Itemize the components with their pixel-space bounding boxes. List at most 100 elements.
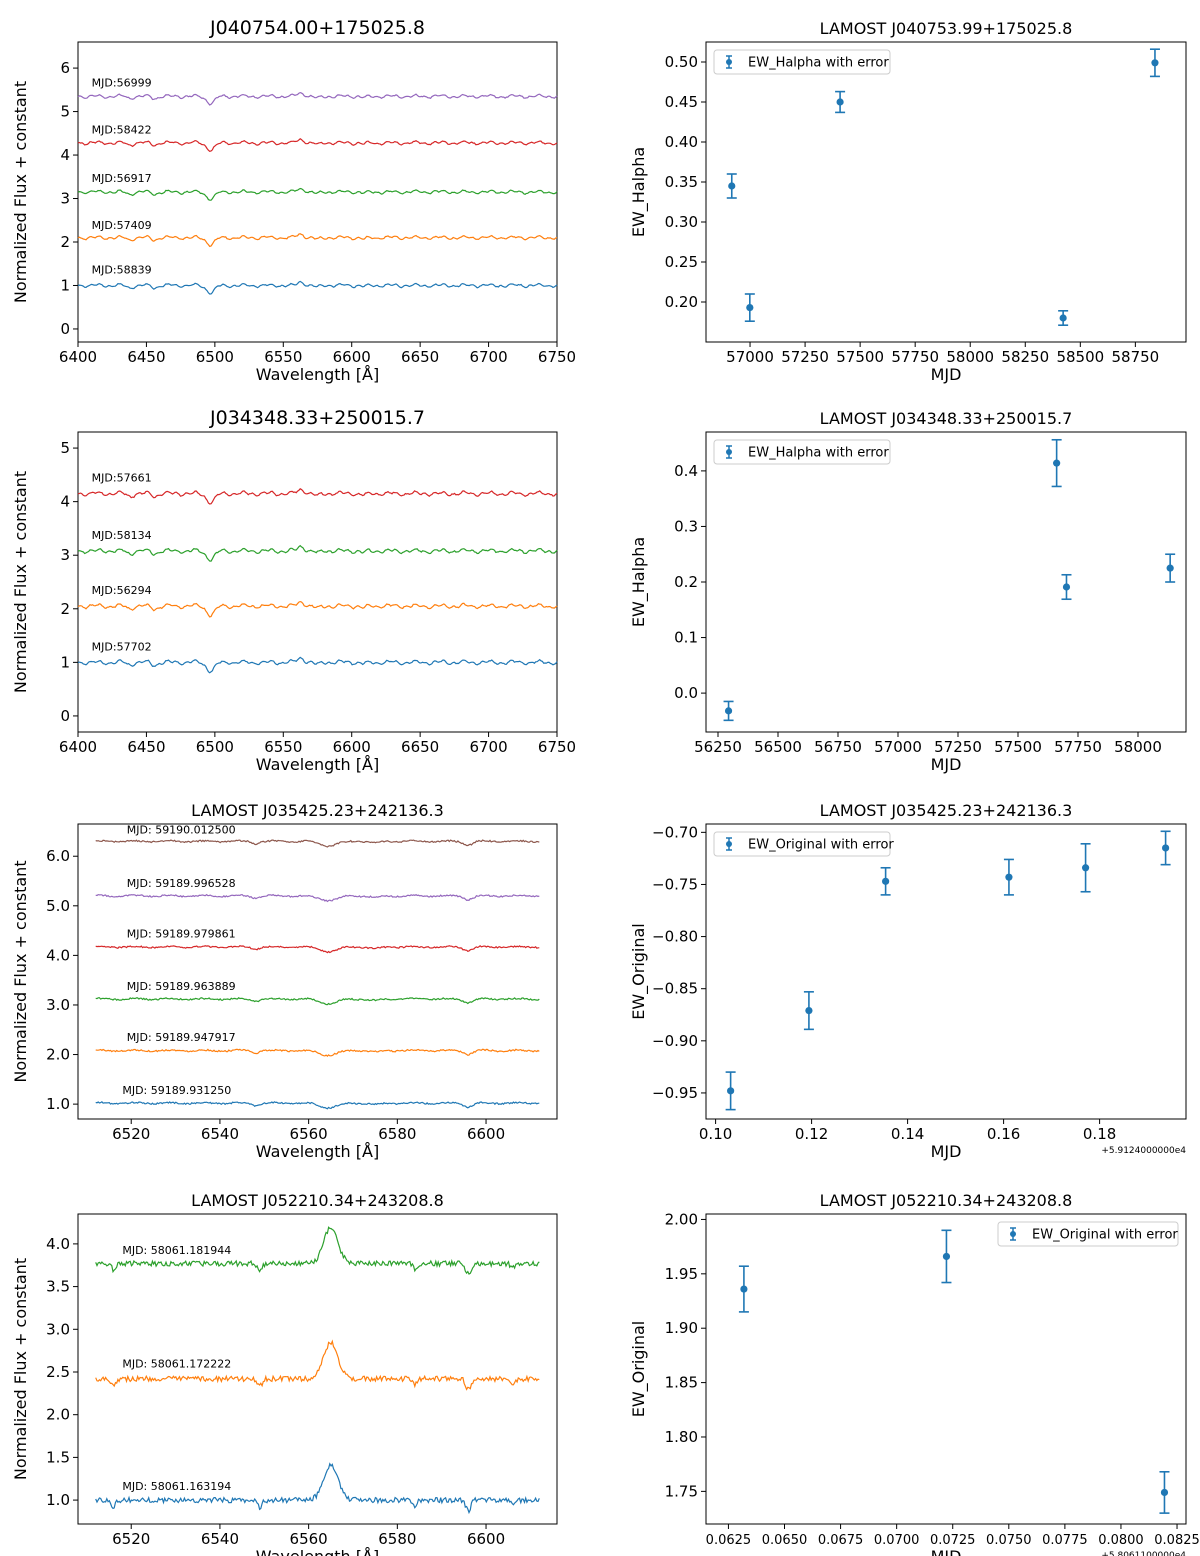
p2-chart: LAMOST J040753.99+175025.8 57000 57250 5750… (629, 19, 1187, 384)
chart-title: LAMOST J035425.23+242136.3 (820, 801, 1073, 820)
legend-marker-icon (726, 449, 732, 455)
x-tick-label: 57250 (934, 738, 982, 756)
spectrum-label: MJD: 58061.181944 (122, 1244, 231, 1257)
x-axis-label: Wavelength [Å] (256, 755, 379, 774)
plot-frame (705, 1213, 1187, 1525)
chart-title: LAMOST J052210.34+243208.8 (820, 1191, 1073, 1210)
y-axis-label: EW_Original (629, 1321, 649, 1418)
y-tick-label: 5 (60, 103, 70, 121)
spectrum-line-2 (95, 1226, 540, 1275)
y-tick-label: 1.0 (46, 1095, 70, 1113)
y-tick-label: 4.0 (46, 1235, 70, 1253)
y-tick-label: 2.00 (665, 1210, 698, 1228)
y-axis-label: Normalized Flux + constant (11, 860, 30, 1082)
x-tick-label: 6600 (333, 348, 371, 366)
y-tick-label: 2.5 (46, 1363, 70, 1381)
plot-frame (705, 41, 1187, 343)
data-point (942, 1252, 951, 1261)
legend-marker-icon (726, 59, 732, 65)
y-tick-label: 1 (60, 653, 70, 671)
y-tick-label: 1.75 (665, 1482, 698, 1500)
y-tick-label: 0.1 (674, 629, 698, 647)
x-tick-label: 57000 (874, 738, 922, 756)
data-point (1053, 459, 1061, 467)
spectrum-line-1 (95, 1048, 540, 1058)
y-tick-label: 0.4 (674, 462, 698, 480)
data-point (836, 98, 844, 106)
y-tick-label: 0.20 (665, 293, 698, 311)
data-point (727, 1087, 735, 1095)
x-tick-label: 0.0800 (1098, 1533, 1144, 1548)
x-tick-label: 6750 (538, 348, 576, 366)
y-tick-label: 0.0 (674, 684, 698, 702)
spectrum-label: MJD: 59189.979861 (127, 928, 236, 941)
x-tick-label: 6540 (201, 1530, 239, 1548)
y-tick-label: 3 (60, 190, 70, 208)
plot-frame (77, 1213, 558, 1525)
spectrum-line-2 (77, 544, 558, 562)
data-point (746, 304, 754, 312)
y-tick-label: 1.5 (46, 1448, 70, 1466)
x-tick-label: 57500 (836, 348, 884, 366)
x-tick-label: 58000 (1114, 738, 1162, 756)
spectrum-label: MJD:57702 (92, 641, 152, 654)
spectrum-label: MJD:58134 (92, 529, 152, 542)
x-offset-text: +5.9124000000e4 (1101, 1146, 1186, 1156)
legend-label: EW_Halpha with error (748, 56, 889, 71)
legend-marker-icon (1010, 1231, 1016, 1237)
y-tick-label: −0.80 (652, 928, 698, 946)
y-tick-label: 0.2 (674, 573, 698, 591)
y-axis-label: Normalized Flux + constant (11, 471, 30, 693)
chart-title: LAMOST J040753.99+175025.8 (820, 19, 1073, 38)
x-tick-label: 58000 (946, 348, 994, 366)
p6-chart: LAMOST J035425.23+242136.3 0.10 0.12 0.14 0.… (629, 801, 1187, 1161)
spectrum-label: MJD: 59189.947917 (127, 1031, 236, 1044)
x-tick-label: 6540 (201, 1125, 239, 1143)
chart-title: J040754.00+175025.8 (209, 17, 425, 39)
spectrum-label: MJD: 58061.172222 (122, 1358, 231, 1371)
y-tick-label: 2.0 (46, 1046, 70, 1064)
y-tick-label: 2.0 (46, 1406, 70, 1424)
x-tick-label: 58500 (1056, 348, 1104, 366)
y-axis-label: EW_Halpha (629, 147, 649, 237)
spectrum-label: MJD:58839 (92, 264, 152, 277)
spectrum-line-3 (77, 488, 558, 505)
data-point (1162, 844, 1170, 852)
x-tick-label: 6580 (378, 1530, 416, 1548)
spectrum-line-0 (77, 280, 558, 295)
x-tick-label: 57750 (891, 348, 939, 366)
data-point (1166, 564, 1174, 572)
y-tick-label: 0.35 (665, 173, 698, 191)
spectrum-line-4 (77, 91, 558, 106)
y-tick-label: 0.25 (665, 253, 698, 271)
y-tick-label: 0.40 (665, 133, 698, 151)
y-tick-label: 4 (60, 146, 70, 164)
x-tick-label: 57000 (726, 348, 774, 366)
x-tick-label: 6520 (112, 1125, 150, 1143)
spectrum-label: MJD: 59189.963889 (127, 980, 236, 993)
x-tick-label: 56250 (694, 738, 742, 756)
p3-chart: J034348.33+250015.7 6400 6450 6500 6550 6600 6… (11, 407, 576, 774)
x-tick-label: 6700 (469, 348, 507, 366)
chart-title: J034348.33+250015.7 (209, 407, 425, 429)
x-tick-label: 6550 (264, 348, 302, 366)
y-tick-label: 0.45 (665, 93, 698, 111)
spectrum-label: MJD: 59190.012500 (127, 823, 236, 836)
y-tick-label: 3.0 (46, 996, 70, 1014)
x-tick-label: 0.0750 (986, 1533, 1032, 1548)
spectrum-line-0 (77, 656, 558, 674)
spectrum-label: MJD:58422 (92, 123, 152, 136)
y-tick-label: −0.85 (652, 980, 698, 998)
data-point (882, 877, 890, 885)
y-tick-label: 1.0 (46, 1491, 70, 1509)
x-axis-label: MJD (931, 1142, 962, 1161)
spectrum-line-0 (95, 1101, 540, 1110)
y-tick-label: 0 (60, 707, 70, 725)
x-tick-label: 57500 (994, 738, 1042, 756)
spectrum-label: MJD:57409 (92, 219, 152, 232)
x-axis-label: MJD (931, 755, 962, 774)
x-tick-label: 6520 (112, 1530, 150, 1548)
x-tick-label: 6400 (59, 348, 97, 366)
y-tick-label: 0.50 (665, 53, 698, 71)
legend-box (713, 439, 891, 465)
